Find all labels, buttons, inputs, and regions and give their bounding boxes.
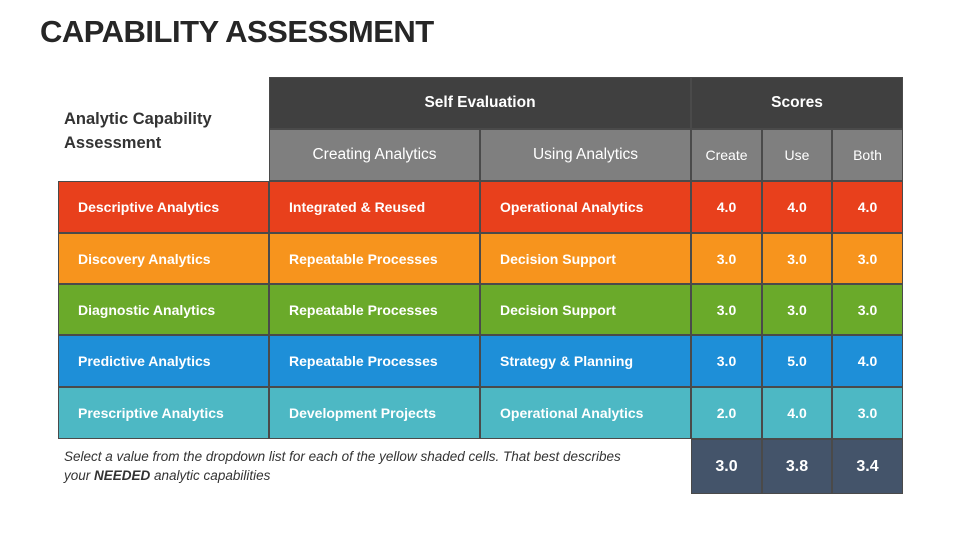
total-score: 3.8 — [762, 439, 832, 494]
score-cell: 4.0 — [691, 181, 762, 233]
score-cell: 4.0 — [762, 181, 832, 233]
row-label: Predictive Analytics — [58, 335, 269, 387]
table-cell: Operational Analytics — [480, 181, 691, 233]
column-header: Both — [832, 129, 903, 181]
table-cell: Repeatable Processes — [269, 335, 480, 387]
score-cell: 3.0 — [691, 233, 762, 284]
note-emphasis: NEEDED — [94, 468, 151, 483]
note-text: Select a value from the dropdown list fo… — [64, 449, 621, 483]
row-label: Diagnostic Analytics — [58, 284, 269, 335]
score-cell: 4.0 — [832, 181, 903, 233]
table-cell: Decision Support — [480, 233, 691, 284]
total-score: 3.4 — [832, 439, 903, 494]
score-cell: 3.0 — [762, 284, 832, 335]
table-corner-label: Analytic Capability Assessment — [64, 110, 212, 152]
table-cell: Repeatable Processes — [269, 284, 480, 335]
row-label: Discovery Analytics — [58, 233, 269, 284]
table-cell: Development Projects — [269, 387, 480, 439]
group-header: Self Evaluation — [269, 77, 691, 129]
total-score: 3.0 — [691, 439, 762, 494]
score-cell: 3.0 — [832, 284, 903, 335]
score-cell: 3.0 — [691, 284, 762, 335]
table-cell: Strategy & Planning — [480, 335, 691, 387]
group-header: Scores — [691, 77, 903, 129]
score-cell: 4.0 — [832, 335, 903, 387]
slide-title: CAPABILITY ASSESSMENT — [40, 14, 434, 49]
table-cell: Integrated & Reused — [269, 181, 480, 233]
score-cell: 3.0 — [762, 233, 832, 284]
table-cell: Repeatable Processes — [269, 233, 480, 284]
table-cell: Operational Analytics — [480, 387, 691, 439]
score-cell: 2.0 — [691, 387, 762, 439]
score-cell: 3.0 — [832, 233, 903, 284]
row-label: Descriptive Analytics — [58, 181, 269, 233]
score-cell: 3.0 — [691, 335, 762, 387]
column-header: Use — [762, 129, 832, 181]
note: Select a value from the dropdown list fo… — [64, 447, 624, 485]
table-cell: Decision Support — [480, 284, 691, 335]
column-header: Create — [691, 129, 762, 181]
column-header: Creating Analytics — [269, 129, 480, 181]
score-cell: 5.0 — [762, 335, 832, 387]
note-text: analytic capabilities — [150, 468, 271, 483]
score-cell: 3.0 — [832, 387, 903, 439]
row-label: Prescriptive Analytics — [58, 387, 269, 439]
column-header: Using Analytics — [480, 129, 691, 181]
score-cell: 4.0 — [762, 387, 832, 439]
